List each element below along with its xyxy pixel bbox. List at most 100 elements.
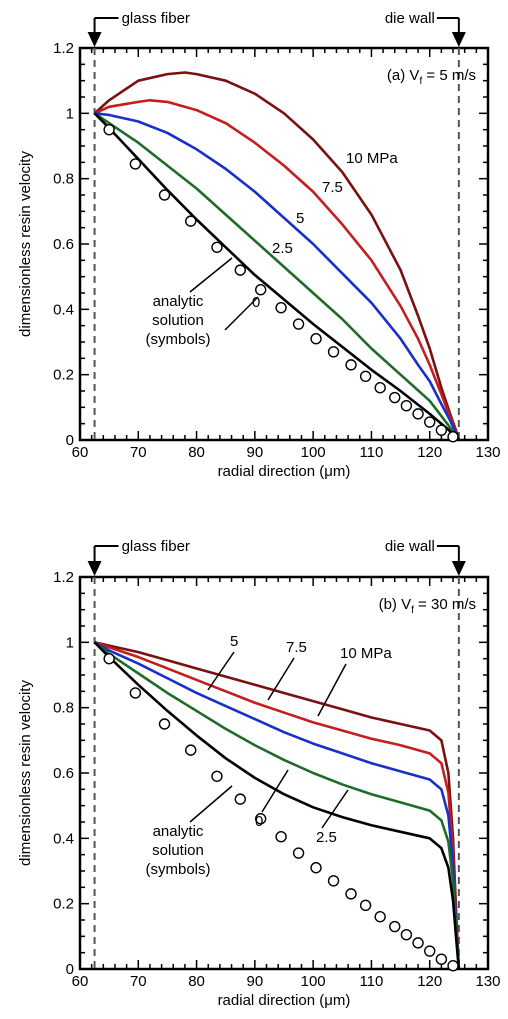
series-annotation: 0: [252, 294, 260, 311]
y-tick-label: 0: [66, 432, 74, 449]
y-tick-label: 0.2: [53, 367, 74, 384]
analytic-solution-point: [327, 346, 340, 358]
analytic-solution-point: [129, 687, 142, 699]
analytic-solution-point: [389, 391, 401, 404]
series-line-5: [94, 112, 461, 440]
analytic-solution-point: [158, 189, 171, 201]
analytic-solution-point: [254, 284, 267, 296]
y-tick-label: 0.6: [53, 236, 74, 253]
x-tick-label: 130: [475, 973, 500, 990]
analytic-solution-point: [359, 899, 372, 911]
x-tick-label: 120: [417, 444, 442, 461]
panel-label: (b) Vf = 30 m/s: [379, 596, 476, 616]
analytic-label-line: (symbols): [145, 861, 210, 878]
y-axis-label: dimensionless resin velocity: [17, 680, 34, 866]
plot-frame: [78, 575, 490, 971]
series-line-10-mpa: [94, 641, 461, 969]
analytic-solution-point: [158, 718, 171, 730]
analytic-label-line: solution: [152, 312, 204, 329]
series-annotation: 2.5: [272, 240, 293, 257]
analytic-solution-point: [374, 382, 386, 394]
x-tick-label: 80: [188, 973, 205, 990]
analytic-solution-point: [435, 424, 448, 436]
x-tick-label: 70: [130, 973, 147, 990]
analytic-solution-point: [185, 744, 197, 756]
analytic-solution-point: [310, 333, 322, 345]
analytic-solution-point: [211, 241, 223, 253]
analytic-solution-point: [400, 400, 413, 412]
analytic-label-line: analytic: [153, 293, 204, 310]
annotation-leader: [261, 769, 289, 813]
series-annotation: 5: [230, 633, 238, 650]
series-line-2_5: [93, 112, 460, 440]
analytic-solution-point: [310, 862, 322, 874]
series-annotation: 2.5: [316, 829, 337, 846]
y-tick-label: 0.8: [53, 700, 74, 717]
panel-label: (a) Vf = 5 m/s: [387, 67, 476, 87]
analytic-solution-point: [103, 123, 115, 136]
y-tick-label: 0.2: [53, 896, 74, 913]
analytic-solution-point: [389, 920, 401, 933]
series-annotation: 7.5: [322, 179, 343, 196]
analytic-label-line: (symbols): [145, 331, 210, 348]
analytic-solution-point: [327, 875, 340, 887]
x-tick-label: 110: [359, 444, 383, 461]
analytic-label-leader: [189, 257, 233, 293]
annotation-leader: [317, 663, 347, 717]
series-line-0: [93, 112, 460, 440]
y-tick-label: 1: [66, 105, 74, 122]
series-annotation: 7.5: [286, 639, 307, 656]
boundary-label: glass fiber: [122, 10, 190, 27]
analytic-solution-point: [254, 813, 267, 825]
x-tick-label: 100: [301, 444, 326, 461]
boundary-arrowhead: [87, 561, 102, 576]
y-axis-label: dimensionless resin velocity: [17, 151, 34, 337]
series-line-10-mpa: [93, 71, 461, 440]
series-line-0: [93, 641, 461, 969]
x-tick-label: 90: [247, 444, 264, 461]
boundary-arrowhead: [87, 32, 102, 47]
analytic-label-line: solution: [152, 842, 204, 859]
analytic-solution-point: [447, 431, 459, 443]
analytic-solution-point: [129, 158, 142, 170]
x-axis-label: radial direction (μm): [218, 992, 351, 1009]
analytic-solution-point: [275, 831, 287, 843]
analytic-solution-point: [412, 408, 424, 420]
analytic-solution-point: [185, 215, 197, 227]
x-tick-label: 110: [359, 973, 383, 990]
series-annotation: 5: [296, 210, 304, 227]
series-annotation: 10 MPa: [340, 645, 392, 662]
x-tick-label: 120: [417, 973, 442, 990]
analytic-solution-point: [374, 911, 386, 923]
series-line-7_5: [94, 98, 461, 440]
boundary-arrowhead: [451, 32, 466, 47]
annotation-leader: [267, 657, 295, 701]
x-tick-label: 60: [72, 444, 89, 461]
x-tick-label: 80: [188, 444, 205, 461]
x-tick-label: 60: [72, 973, 89, 990]
x-tick-label: 90: [247, 973, 264, 990]
analytic-solution-point: [345, 888, 357, 900]
x-tick-label: 100: [301, 973, 326, 990]
analytic-solution-point: [234, 793, 246, 805]
series-annotation: 10 MPa: [346, 150, 398, 167]
y-tick-label: 1.2: [53, 40, 74, 57]
analytic-solution-point: [292, 318, 305, 330]
boundary-label: die wall: [385, 538, 435, 555]
y-tick-label: 0.4: [53, 301, 74, 318]
boundary-label: glass fiber: [122, 538, 190, 555]
analytic-label-leader: [189, 785, 233, 823]
analytic-solution-point: [103, 652, 115, 665]
series-line-2_5: [93, 641, 461, 969]
x-tick-label: 70: [130, 444, 147, 461]
series-annotation: 0: [255, 813, 263, 830]
y-tick-label: 0.6: [53, 765, 74, 782]
analytic-solution-point: [211, 770, 223, 782]
annotation-leader: [224, 296, 259, 331]
analytic-solution-point: [435, 953, 448, 965]
boundary-label: die wall: [385, 10, 435, 27]
series-line-5: [93, 641, 461, 969]
annotation-leader: [321, 789, 349, 829]
x-tick-label: 130: [475, 444, 500, 461]
analytic-solution-point: [424, 945, 436, 957]
